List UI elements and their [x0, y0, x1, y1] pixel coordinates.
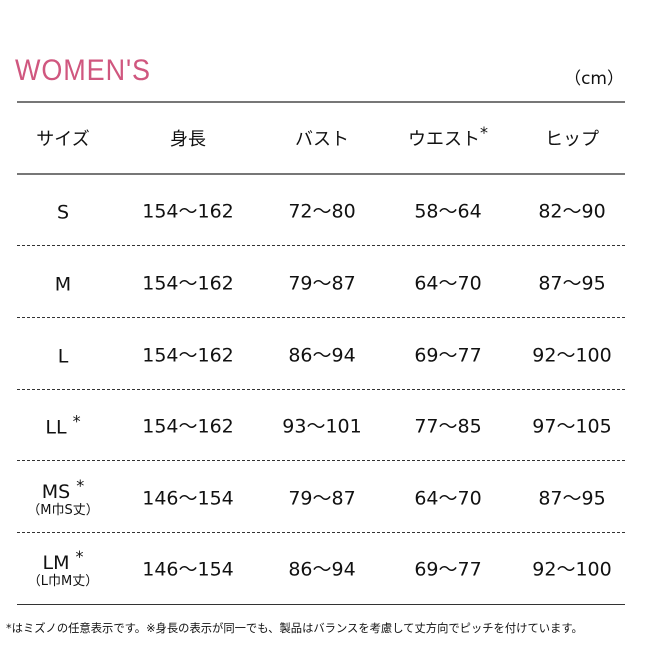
top-rule — [17, 101, 625, 103]
size-cell: MS * （M巾S丈） — [0, 476, 128, 518]
hip-cell: 87～95 — [538, 272, 606, 295]
bust-cell: 79～87 — [288, 272, 356, 295]
row-divider — [17, 460, 625, 461]
height-cell: 146～154 — [142, 558, 234, 581]
row-divider — [17, 245, 625, 246]
size-cell: LM * （L巾M丈） — [0, 547, 128, 589]
hip-cell: 87～95 — [538, 487, 606, 510]
bust-cell: 93～101 — [282, 415, 362, 438]
hip-cell: 92～100 — [532, 344, 612, 367]
row-divider — [17, 532, 625, 533]
size-cell: S — [56, 201, 70, 224]
row-divider — [17, 389, 625, 390]
size-cell: L — [57, 345, 69, 368]
height-cell: 154～162 — [142, 272, 234, 295]
header-bust: バスト — [295, 129, 349, 150]
height-cell: 154～162 — [142, 415, 234, 438]
row-divider — [17, 317, 625, 318]
unit-label: （cm） — [564, 69, 624, 89]
bust-cell: 79～87 — [288, 487, 356, 510]
header-hip: ヒップ — [545, 129, 599, 150]
bust-cell: 86～94 — [288, 558, 356, 581]
hip-cell: 92～100 — [532, 558, 612, 581]
hip-cell: 82～90 — [538, 200, 606, 223]
header-height: 身長 — [170, 129, 206, 150]
bottom-rule — [17, 604, 625, 605]
bust-cell: 72～80 — [288, 200, 356, 223]
waist-cell: 58～64 — [414, 200, 482, 223]
size-note: （L巾M丈） — [27, 574, 99, 590]
waist-cell: 77～85 — [414, 415, 482, 438]
waist-cell: 64～70 — [414, 487, 482, 510]
bust-cell: 86～94 — [288, 344, 356, 367]
size-note: （M巾S丈） — [27, 503, 99, 519]
header-size: サイズ — [36, 129, 90, 150]
waist-cell: 64～70 — [414, 272, 482, 295]
waist-cell: 69～77 — [414, 558, 482, 581]
section-title: WOMEN'S — [15, 54, 151, 87]
height-cell: 146～154 — [142, 487, 234, 510]
footnote: *はミズノの任意表示です。※身長の表示が同一でも、製品はバランスを考慮して丈方向… — [6, 622, 583, 635]
hip-cell: 97～105 — [532, 415, 612, 438]
size-cell: LL * — [45, 411, 81, 439]
height-cell: 154～162 — [142, 344, 234, 367]
size-cell: M — [54, 273, 72, 296]
header-rule — [17, 173, 625, 175]
waist-cell: 69～77 — [414, 344, 482, 367]
header-waist: ウエスト* — [408, 123, 488, 150]
height-cell: 154～162 — [142, 200, 234, 223]
